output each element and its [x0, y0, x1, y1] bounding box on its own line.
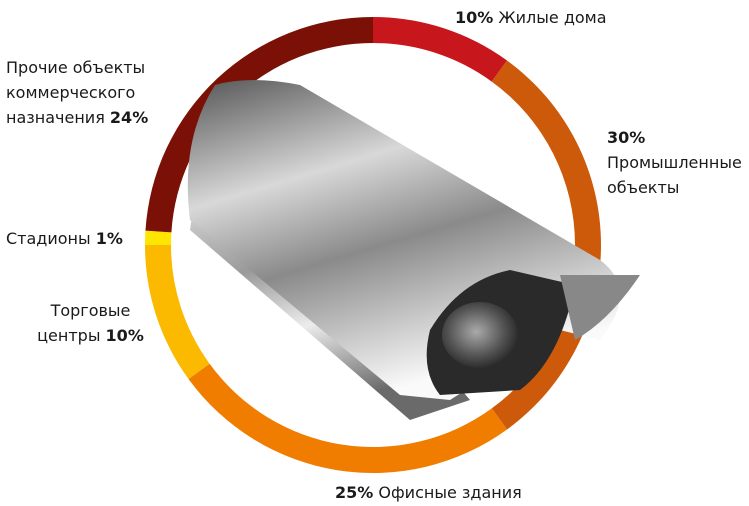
value-label: 25% [335, 483, 374, 502]
category-label: Стадионы [6, 229, 91, 248]
value-label: 10% [455, 8, 494, 27]
category-label: Промышленные объекты [607, 153, 742, 197]
donut-segment [145, 230, 172, 245]
category-label: Жилые дома [498, 8, 607, 27]
donut-segment [491, 60, 601, 430]
segment-label: 25% Офисные здания [335, 480, 595, 505]
camera-illustration [187, 80, 640, 420]
value-label: 30% [607, 128, 646, 147]
value-label: 10% [105, 326, 144, 345]
donut [145, 17, 601, 473]
value-label: 24% [109, 108, 149, 127]
donut-segment [188, 363, 508, 473]
segment-label: Торговые центры 10% [18, 298, 163, 348]
donut-segment [373, 17, 508, 82]
category-label: Офисные здания [378, 483, 522, 502]
segment-label: Прочие объекты коммерческого назначения … [6, 55, 166, 130]
segment-label: 30% Промышленные объекты [607, 125, 747, 200]
category-label: Торговые центры [37, 301, 131, 345]
segment-label: Стадионы 1% [6, 226, 166, 251]
value-label: 1% [95, 229, 123, 248]
donut-segment [145, 17, 373, 233]
donut-segment [145, 245, 210, 380]
category-label: Прочие объекты коммерческого назначения [6, 58, 146, 127]
segment-label: 10% Жилые дома [455, 5, 715, 30]
